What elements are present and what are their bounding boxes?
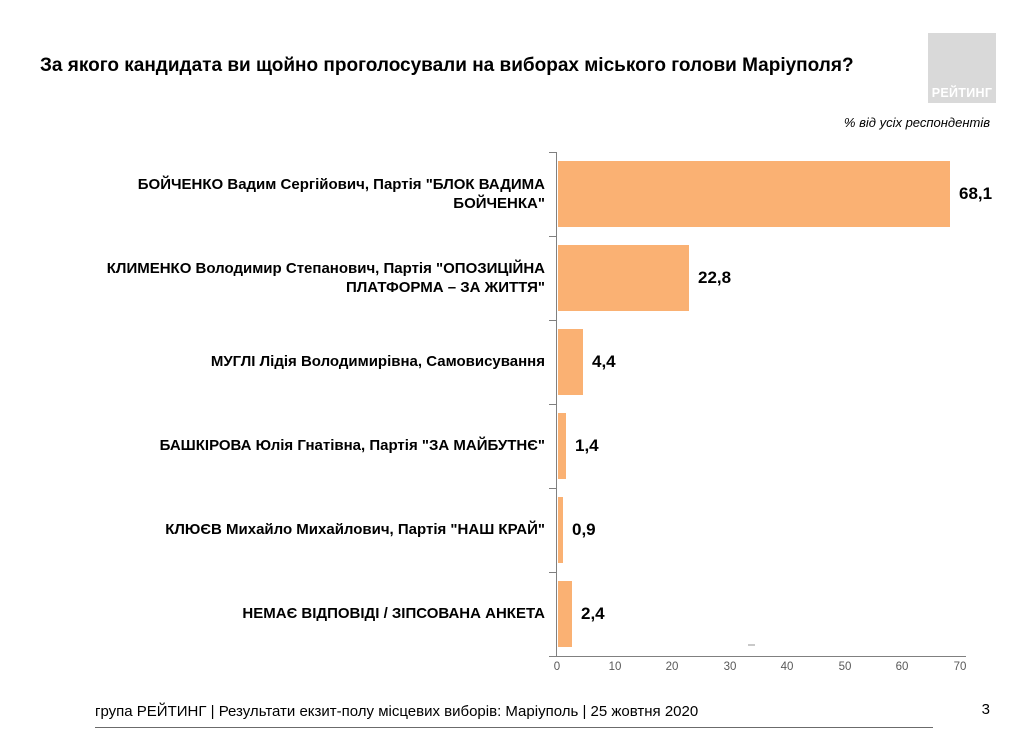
x-tick-label: 30 <box>723 661 737 673</box>
x-axis-line <box>556 656 966 657</box>
x-tick-label: 40 <box>780 661 794 673</box>
x-tick-label: 0 <box>553 661 561 673</box>
rating-logo: РЕЙТИНГ <box>928 33 996 103</box>
footer-text: група РЕЙТИНГ | Результати екзит-полу мі… <box>95 703 699 720</box>
bar <box>558 497 563 563</box>
footer-rule <box>95 727 933 728</box>
category-label: КЛЮЄВ Михайло Михайлович, Партія "НАШ КР… <box>165 521 545 539</box>
category-label: БОЙЧЕНКО Вадим Сергійович, Партія "БЛОК … <box>137 175 545 213</box>
value-label: 2,4 <box>581 604 605 623</box>
y-axis-line <box>556 152 557 656</box>
value-label: 4,4 <box>592 352 616 371</box>
x-tick-label: 50 <box>838 661 852 673</box>
rating-logo-text: РЕЙТИНГ <box>931 86 993 100</box>
y-axis-tick <box>549 404 556 405</box>
x-tick-label: 60 <box>895 661 909 673</box>
x-tick-label: 20 <box>665 661 679 673</box>
bar <box>558 413 566 479</box>
bar <box>558 161 950 227</box>
y-axis-tick <box>549 488 556 489</box>
bar <box>558 245 689 311</box>
value-label: 1,4 <box>575 436 599 455</box>
y-axis-tick <box>549 152 556 153</box>
x-tick-label: 10 <box>608 661 622 673</box>
y-axis-tick <box>549 320 556 321</box>
y-axis-tick <box>549 572 556 573</box>
x-tick-label: 70 <box>953 661 967 673</box>
bar <box>558 329 583 395</box>
value-label: 0,9 <box>572 520 596 539</box>
y-axis-tick <box>549 236 556 237</box>
category-label: МУГЛІ Лідія Володимирівна, Самовисування <box>210 353 545 371</box>
chart-subtitle: % від усіх респондентів <box>843 115 990 130</box>
category-label: НЕМАЄ ВІДПОВІДІ / ЗІПСОВАНА АНКЕТА <box>242 605 545 623</box>
value-label: 22,8 <box>698 268 732 287</box>
page-number: 3 <box>981 701 990 718</box>
value-label: 68,1 <box>959 184 993 203</box>
page-title: За якого кандидата ви щойно проголосувал… <box>40 55 854 76</box>
bar <box>558 581 572 647</box>
category-label: БАШКІРОВА Юлія Гнатівна, Партія "ЗА МАЙБ… <box>159 437 545 455</box>
y-axis-tick <box>549 656 556 657</box>
category-label: КЛИМЕНКО Володимир Степанович, Партія "О… <box>106 259 545 297</box>
stray-mark <box>748 644 755 646</box>
